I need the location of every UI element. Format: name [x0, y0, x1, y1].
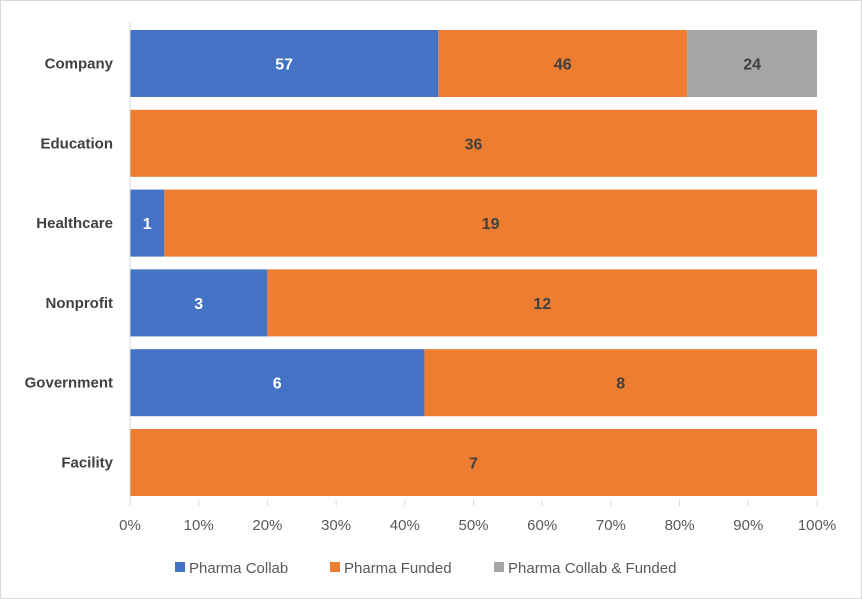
x-tick-label: 40% [390, 517, 420, 534]
x-tick-label: 10% [184, 517, 214, 534]
bar-segment [130, 429, 817, 496]
x-tick-label: 60% [527, 517, 557, 534]
x-tick-label: 20% [252, 517, 282, 534]
data-label: 6 [273, 376, 282, 393]
category-label: Facility [61, 455, 113, 472]
bar-segment [130, 30, 439, 97]
x-tick-label: 30% [321, 517, 351, 534]
bar-segment [130, 349, 425, 417]
x-tick-label: 90% [733, 517, 763, 534]
data-label: 8 [616, 376, 625, 393]
bar-segment [687, 30, 817, 97]
category-label: Healthcare [36, 215, 113, 232]
data-label: 3 [194, 296, 203, 313]
x-tick-label: 80% [665, 517, 695, 534]
bar-segment [424, 349, 817, 417]
bar-segment [164, 189, 818, 257]
legend-swatch [330, 562, 340, 572]
category-label: Education [40, 135, 113, 152]
bar-segment [130, 109, 817, 177]
bar-segment [267, 269, 817, 337]
data-label: 7 [469, 456, 478, 473]
x-tick-label: 70% [596, 517, 626, 534]
data-label: 1 [143, 216, 152, 233]
legend-label: Pharma Funded [344, 560, 452, 577]
bar-segment [130, 189, 165, 257]
bar-segment [438, 30, 688, 97]
category-label: Nonprofit [46, 295, 113, 312]
data-label: 24 [743, 57, 761, 74]
data-label: 12 [533, 296, 551, 313]
legend-swatch [494, 562, 504, 572]
legend-label: Pharma Collab & Funded [508, 560, 676, 577]
data-label: 19 [482, 216, 500, 233]
legend-label: Pharma Collab [189, 560, 288, 577]
bar-segment [130, 269, 268, 337]
data-label: 57 [275, 57, 293, 74]
x-tick-label: 0% [119, 517, 141, 534]
x-tick-label: 50% [458, 517, 488, 534]
x-tick-label: 100% [798, 517, 836, 534]
data-label: 46 [554, 57, 572, 74]
category-label: Company [45, 56, 114, 73]
data-label: 36 [465, 136, 483, 153]
legend-swatch [175, 562, 185, 572]
category-label: Government [25, 375, 113, 392]
